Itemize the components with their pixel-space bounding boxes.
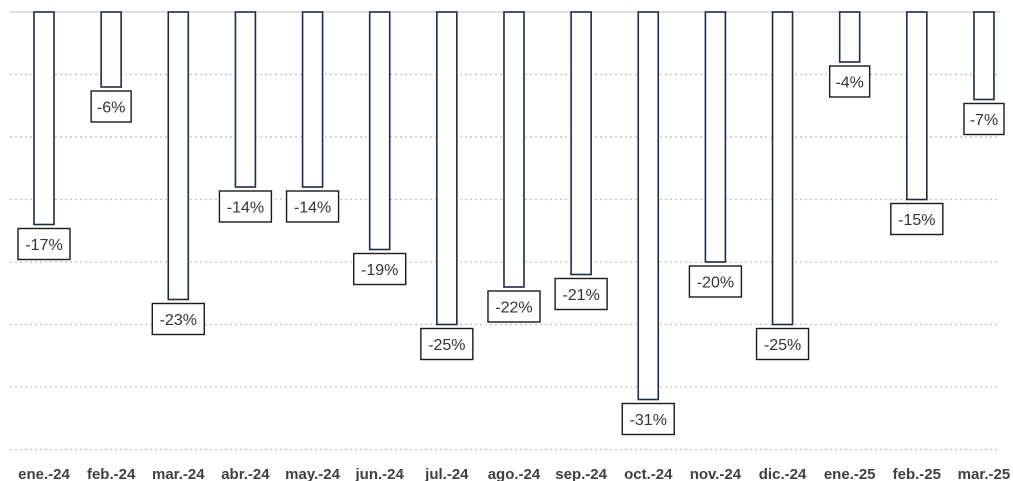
data-label: -31% [621, 402, 675, 436]
data-label-box [17, 227, 71, 261]
data-label: -25% [755, 327, 810, 361]
data-label-box [285, 190, 340, 223]
data-label-text: -23% [160, 312, 197, 329]
data-label-text: -31% [630, 412, 667, 429]
x-tick-label: may.-24 [285, 466, 340, 481]
bar-mar.-24 [167, 11, 190, 301]
data-label-text: -7% [970, 112, 998, 129]
bar-may.-24 [301, 11, 324, 188]
x-tick-label: mar.-25 [958, 466, 1011, 481]
data-label-text: -6% [97, 100, 125, 117]
data-label-box [828, 65, 871, 98]
x-tick-label: oct.-24 [624, 466, 673, 481]
x-tick-label: jul.-24 [424, 466, 469, 481]
data-labels: -17% -6% -23% -14% -14% -19% -25% -22% -21% -31% -… [17, 65, 1005, 436]
bar-nov.-24 [704, 11, 727, 263]
bar-ene.-25 [838, 11, 861, 63]
data-label-text: -17% [25, 237, 62, 254]
bar-feb.-25 [906, 11, 928, 201]
data-label: -14% [285, 190, 340, 223]
data-label: -4% [828, 65, 871, 98]
data-label-text: -20% [697, 275, 734, 292]
data-label-box [420, 327, 474, 361]
bar-ago.-24 [503, 11, 525, 288]
x-tick-label: dic.-24 [759, 466, 807, 481]
bar-sep.-24 [570, 11, 592, 276]
data-label: -20% [688, 265, 743, 298]
data-label: -23% [151, 302, 205, 336]
bar-feb.-24 [100, 11, 122, 88]
data-label-text: -4% [835, 75, 863, 92]
bar-jun.-24 [368, 11, 391, 251]
data-label: -6% [90, 90, 132, 123]
data-label: -22% [487, 290, 541, 323]
x-axis-ticks: ene.-24 feb.-24 mar.-24 abr.-24 may.-24 jun.-… [18, 466, 1010, 481]
data-label-box [755, 327, 810, 361]
data-label-text: -14% [227, 200, 264, 217]
x-tick-label: ago.-24 [488, 466, 541, 481]
data-label: -17% [17, 227, 71, 261]
data-label-box [353, 252, 407, 286]
data-label-box [688, 265, 743, 298]
data-label-text: -25% [428, 337, 465, 354]
x-tick-label: abr.-24 [221, 466, 270, 481]
bars [33, 11, 995, 401]
x-tick-label: jun.-24 [355, 466, 405, 481]
data-label-box [487, 290, 541, 323]
x-tick-label: ene.-25 [824, 466, 876, 481]
data-label-text: -15% [898, 212, 935, 229]
x-tick-label: nov.-24 [690, 466, 742, 481]
data-label-text: -19% [361, 262, 398, 279]
data-label-box [90, 90, 132, 123]
bar-mar.-25 [973, 11, 995, 101]
data-label-box [621, 402, 675, 436]
data-label-box [890, 202, 944, 236]
data-label-box [218, 190, 273, 223]
x-tick-label: sep.-24 [555, 466, 607, 481]
bar-dic.-24 [771, 11, 794, 326]
x-tick-label: ene.-24 [18, 466, 70, 481]
data-label-text: -14% [294, 200, 331, 217]
data-label-text: -25% [764, 337, 801, 354]
data-label: -14% [218, 190, 273, 223]
x-tick-label: mar.-24 [152, 466, 205, 481]
data-label: -19% [353, 252, 407, 286]
bar-jul.-24 [436, 11, 458, 326]
data-label: -7% [963, 102, 1005, 136]
data-label: -15% [890, 202, 944, 236]
x-tick-label: feb.-24 [87, 466, 136, 481]
data-label-text: -22% [495, 300, 532, 317]
data-label-text: -21% [562, 287, 599, 304]
data-label-box [554, 277, 608, 311]
data-label: -21% [554, 277, 608, 311]
bar-ene.-24 [33, 11, 55, 226]
bar-oct.-24 [637, 11, 660, 401]
data-label-box [963, 102, 1005, 136]
bar-abr.-24 [234, 11, 257, 188]
data-label-box [151, 302, 205, 336]
x-tick-label: feb.-25 [893, 466, 941, 481]
data-label: -25% [420, 327, 474, 361]
